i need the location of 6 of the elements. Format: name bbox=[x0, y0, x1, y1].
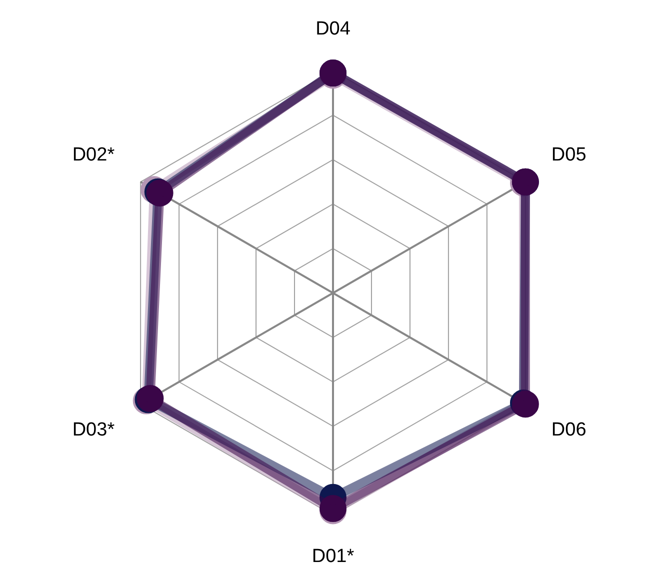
spoke-label: D01* bbox=[312, 546, 355, 567]
spoke-label: D04 bbox=[316, 18, 351, 40]
spoke-label: D03* bbox=[72, 420, 116, 441]
spoke-label: D02* bbox=[72, 144, 116, 166]
spoke-label: D05 bbox=[551, 144, 586, 166]
spoke-label: D06 bbox=[551, 420, 586, 441]
